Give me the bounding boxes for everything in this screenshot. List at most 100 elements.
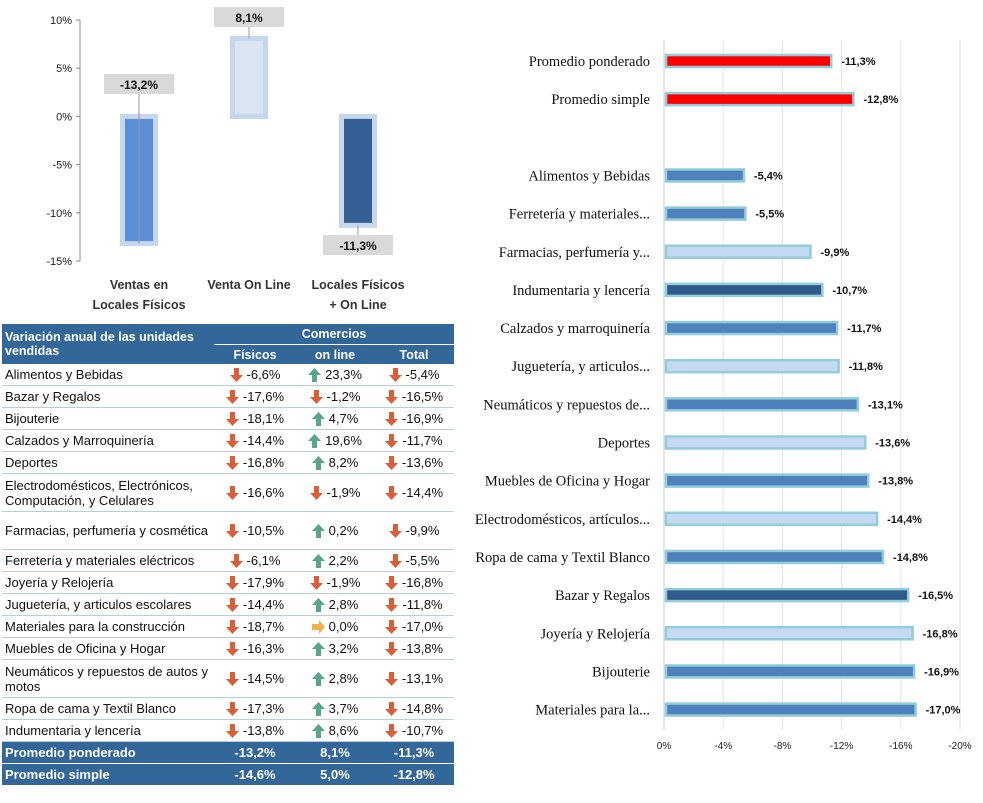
footer-label: Promedio ponderado: [2, 741, 214, 764]
y-tick-label: 0%: [56, 111, 72, 123]
category-label: Promedio simple: [551, 92, 650, 108]
table-row: Electrodomésticos, Electrónicos, Computa…: [2, 473, 455, 512]
data-label: -11,8%: [849, 361, 883, 373]
bar: [664, 358, 840, 374]
cell-total: -5,4%: [374, 364, 455, 386]
cell-online: 8,2%: [296, 451, 374, 474]
data-label: -16,9%: [924, 666, 959, 678]
cell-value: -11,8%: [402, 597, 443, 612]
category-label: Venta On Line: [207, 278, 290, 292]
arrow-down-icon: [225, 672, 239, 686]
y-tick-label: 10%: [50, 15, 72, 27]
cell-value: -14,8%: [401, 701, 444, 716]
cell-fisicos: -6,6%: [214, 364, 296, 386]
cell-value: -16,6%: [242, 485, 285, 500]
cell-value: -14,4%: [242, 597, 285, 612]
arrow-down-icon: [388, 368, 402, 382]
bar: [339, 113, 377, 228]
table-row: Calzados y Marroquinería -14,4% 19,6% -11,7…: [2, 429, 455, 452]
data-label: 8,1%: [235, 11, 263, 25]
cell-fisicos: -14,5%: [214, 659, 296, 698]
cell-value: -13,8%: [401, 641, 444, 656]
cell-value: -18,1%: [242, 411, 285, 426]
cell-fisicos: -14,4%: [214, 593, 296, 616]
cell-value: -11,7%: [402, 433, 443, 448]
cell-fisicos: -16,8%: [214, 451, 296, 474]
cell-fisicos: -17,6%: [214, 385, 296, 408]
cell-online: 0,0%: [296, 615, 374, 638]
table-row: Ropa de cama y Textil Blanco -17,3% 3,7% -1…: [2, 697, 455, 720]
category-label: Muebles de Oficina y Hogar: [485, 474, 650, 490]
arrow-down-icon: [384, 486, 398, 500]
bar: [664, 587, 910, 603]
data-label: -5,4%: [754, 170, 783, 182]
table-row: Materiales para la construcción -18,7% 0,0…: [2, 615, 455, 638]
cell-fisicos: -16,6%: [214, 473, 296, 512]
arrow-up-icon: [311, 642, 325, 656]
table-group-header: Comercios: [214, 324, 455, 345]
cell-total: -14,8%: [374, 697, 455, 720]
data-label: -13,1%: [868, 399, 903, 411]
table-row: Bazar y Regalos -17,6% -1,2% -16,5%: [2, 385, 455, 408]
cell-value: 3,2%: [328, 641, 359, 656]
cell-value: 8,6%: [328, 723, 359, 738]
bar: [664, 244, 812, 259]
arrow-down-icon: [225, 434, 239, 448]
row-label: Muebles de Oficina y Hogar: [2, 637, 214, 660]
cell-total: -16,9%: [374, 407, 455, 430]
row-label: Ropa de cama y Textil Blanco: [2, 697, 214, 720]
row-label: Ferretería y materiales eléctricos: [2, 549, 214, 572]
data-label-box: [104, 74, 174, 94]
cell-value: -16,3%: [242, 641, 285, 656]
arrow-down-icon: [385, 434, 399, 448]
category-label: Bijouterie: [592, 664, 650, 680]
cell-value: -14,5%: [242, 671, 285, 686]
data-label: -13,6%: [875, 438, 910, 450]
cell-fisicos: -18,7%: [214, 615, 296, 638]
data-label: -11,3%: [841, 56, 875, 68]
arrow-down-icon: [225, 390, 239, 404]
arrow-down-icon: [384, 456, 398, 470]
cell-fisicos: -14,4%: [214, 429, 296, 452]
cell-value: -14,4%: [401, 485, 444, 500]
channel-variation-chart: 10% 5% 0% -5% -10% -15% -13,2% 8,1% -11,3% Ventas…: [46, 7, 405, 312]
bar: [664, 168, 746, 183]
arrow-up-icon: [311, 598, 325, 612]
cell-fisicos: -18,1%: [214, 407, 296, 430]
cell-value: -17,9%: [242, 575, 285, 590]
row-label: Alimentos y Bebidas: [2, 364, 214, 386]
footer-cell-fisicos: -13,2%: [214, 741, 296, 764]
cell-online: 3,7%: [296, 697, 374, 720]
cell-value: -10,7%: [401, 723, 444, 738]
bar: [664, 282, 824, 298]
cell-value: -10,5%: [242, 523, 285, 538]
arrow-up-icon: [311, 524, 325, 538]
bar: [664, 473, 870, 488]
cell-value: -13,6%: [401, 455, 444, 470]
footer-cell-online: 8,1%: [296, 741, 374, 764]
units-variation-table: Variación anual de las unidades vendidas…: [2, 324, 455, 786]
row-label: Calzados y Marroquinería: [2, 429, 214, 452]
cell-fisicos: -17,3%: [214, 697, 296, 720]
cell-online: -1,9%: [296, 473, 374, 512]
data-label: -17,0%: [926, 705, 961, 717]
y-tick-label: 5%: [56, 63, 72, 75]
footer-cell-online: 5,0%: [296, 763, 374, 786]
category-label: Materiales para la...: [535, 703, 650, 719]
category-label: Ferretería y materiales...: [509, 207, 650, 223]
column-header-fisicos: Físicos: [214, 344, 296, 364]
cell-value: -1,9%: [326, 575, 361, 590]
bar: [664, 320, 839, 336]
table-row: Farmacias, perfumería y cosmética -10,5% 0…: [2, 511, 455, 550]
arrow-down-icon: [384, 702, 398, 716]
cell-value: 2,2%: [328, 553, 359, 568]
category-label: Bazar y Regalos: [555, 588, 650, 604]
footer-row: Promedio simple -14,6% 5,0% -12,8%: [2, 763, 455, 786]
y-tick-label: -10%: [46, 208, 72, 220]
row-label: Neumáticos y repuestos de autos y motos: [2, 659, 214, 698]
row-label: Joyería y Relojería: [2, 571, 214, 594]
data-label-box: [323, 235, 393, 255]
arrow-up-icon: [311, 724, 325, 738]
footer-cell-total: -11,3%: [374, 741, 455, 764]
row-label: Bazar y Regalos: [2, 385, 214, 408]
